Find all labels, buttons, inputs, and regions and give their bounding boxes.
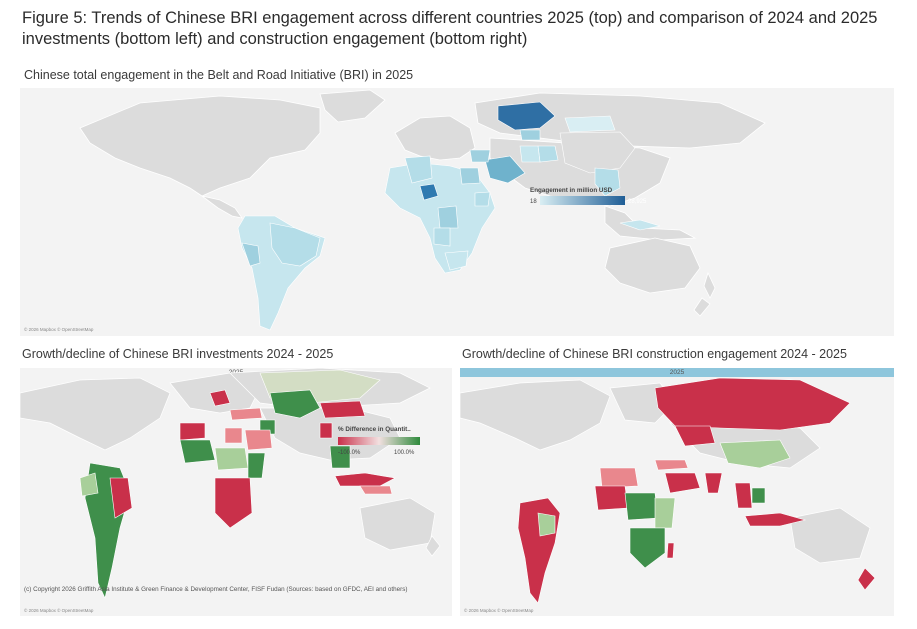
br-russia-red	[654, 377, 851, 431]
br-kazakhstan-red	[674, 425, 716, 447]
br-change-countries	[517, 377, 876, 604]
uzbekistan-engaged	[519, 129, 541, 141]
br-turkey-pink	[654, 459, 689, 471]
bl-legend-gradient	[338, 437, 420, 445]
southeast-asia-engaged	[594, 167, 621, 197]
bottom-left-canvas: % Difference in Quantit.. -100.0% 100.0%…	[20, 368, 441, 613]
brazil-engaged	[269, 222, 321, 267]
bl-legend-title: % Difference in Quantit..	[338, 426, 411, 433]
nigeria-engaged	[419, 183, 439, 201]
bottom-left-title: Growth/decline of Chinese BRI investment…	[22, 347, 334, 361]
top-map-canvas: Engagement in million USD 18 28,925 © 20…	[24, 89, 766, 332]
iran-engaged	[519, 145, 541, 163]
bl-west-africa	[179, 439, 216, 464]
bl-legend-min: -100.0%	[338, 450, 361, 456]
br-southern-africa-green	[629, 527, 666, 569]
top-map-title: Chinese total engagement in the Belt and…	[24, 68, 414, 82]
saudi-arabia-engaged	[484, 155, 526, 184]
bottom-right-title: Growth/decline of Chinese BRI constructi…	[462, 347, 847, 361]
bl-turkey	[229, 407, 263, 421]
bl-central-africa	[214, 447, 249, 471]
algeria-engaged	[404, 155, 433, 184]
bl-nz	[425, 535, 441, 557]
br-west-africa-red	[594, 485, 629, 511]
top-legend-title: Engagement in million USD	[530, 187, 613, 194]
top-legend-max: 28,925	[628, 199, 647, 205]
br-china-green	[719, 439, 791, 469]
north-america-landmass	[79, 95, 321, 197]
new-zealand-south	[693, 297, 711, 317]
new-zealand-landmass	[703, 271, 716, 299]
russia-landmass	[474, 92, 766, 149]
top-map[interactable]: Engagement in million USD 18 28,925 © 20…	[20, 88, 894, 336]
china-engaged	[559, 131, 636, 174]
top-map-attribution: © 2026 Mapbox © OpenStreetMap	[24, 326, 94, 332]
peru-engaged	[241, 242, 261, 267]
top-map-engaged-countries	[237, 101, 661, 331]
bl-sa-light	[79, 472, 99, 497]
egypt-engaged	[459, 167, 481, 185]
br-south-america-light	[537, 512, 556, 537]
figure-title: Figure 5: Trends of Chinese BRI engageme…	[22, 9, 878, 48]
bl-egypt	[224, 427, 243, 444]
ethiopia-engaged	[474, 191, 491, 207]
br-se-asia-green	[751, 487, 766, 504]
bl-se-asia-green	[329, 445, 351, 469]
kazakhstan-engaged	[497, 101, 556, 131]
congo-engaged	[437, 205, 459, 229]
south-africa-engaged	[444, 250, 469, 271]
bl-saudi	[244, 429, 273, 451]
bl-north-africa-red	[179, 422, 206, 441]
br-central-africa-green	[624, 492, 659, 521]
bottom-right-canvas: © 2026 Mapbox © OpenStreetMap	[460, 377, 876, 613]
br-middle-east-red	[664, 472, 701, 494]
bl-kazakhstan	[269, 389, 321, 419]
br-north-africa-mix	[599, 467, 639, 489]
bl-indonesia-red-2	[359, 485, 393, 495]
bl-change-countries	[79, 369, 396, 599]
br-attribution: © 2026 Mapbox © OpenStreetMap	[464, 607, 534, 613]
bl-attribution: © 2026 Mapbox © OpenStreetMap	[24, 607, 94, 613]
bl-north-america	[20, 377, 171, 451]
bl-south-america-red	[109, 477, 133, 519]
bl-india-red	[319, 422, 333, 439]
europe-landmass	[394, 115, 476, 161]
br-se-asia-red	[734, 482, 753, 509]
bottom-right-year: 2025	[460, 368, 894, 377]
top-legend-gradient	[540, 196, 625, 205]
br-nz-red	[857, 567, 876, 591]
top-legend-min: 18	[530, 199, 537, 205]
se-asia-landmass	[604, 205, 697, 241]
bottom-right-map[interactable]: 2025 © 2026 Mapbox	[460, 368, 894, 616]
indonesia-engaged	[619, 219, 661, 231]
bottom-left-map[interactable]: 2025	[20, 368, 452, 616]
bl-australia	[359, 497, 436, 551]
bl-indonesia-red	[334, 472, 396, 487]
mongolia-engaged	[564, 115, 616, 133]
br-australia	[789, 507, 871, 564]
br-india-red	[704, 472, 723, 494]
greenland-landmass	[319, 89, 386, 123]
bl-legend-max: 100.0%	[394, 450, 415, 456]
bl-europe-red	[209, 389, 231, 407]
central-america-landmass	[201, 195, 243, 219]
iraq-engaged	[469, 149, 491, 163]
bl-east-africa	[247, 452, 266, 479]
angola-engaged	[433, 227, 451, 247]
source-copyright: (c) Copyright 2026 Griffith Asia Institu…	[24, 586, 408, 593]
australia-landmass	[604, 237, 701, 294]
bl-mongolia	[319, 400, 366, 419]
br-north-america	[460, 379, 611, 451]
br-madagascar-red	[666, 542, 675, 559]
br-indonesia-red	[744, 512, 807, 527]
pakistan-engaged	[537, 145, 559, 163]
br-east-africa-light	[654, 497, 676, 529]
bl-southern-africa	[214, 477, 253, 529]
